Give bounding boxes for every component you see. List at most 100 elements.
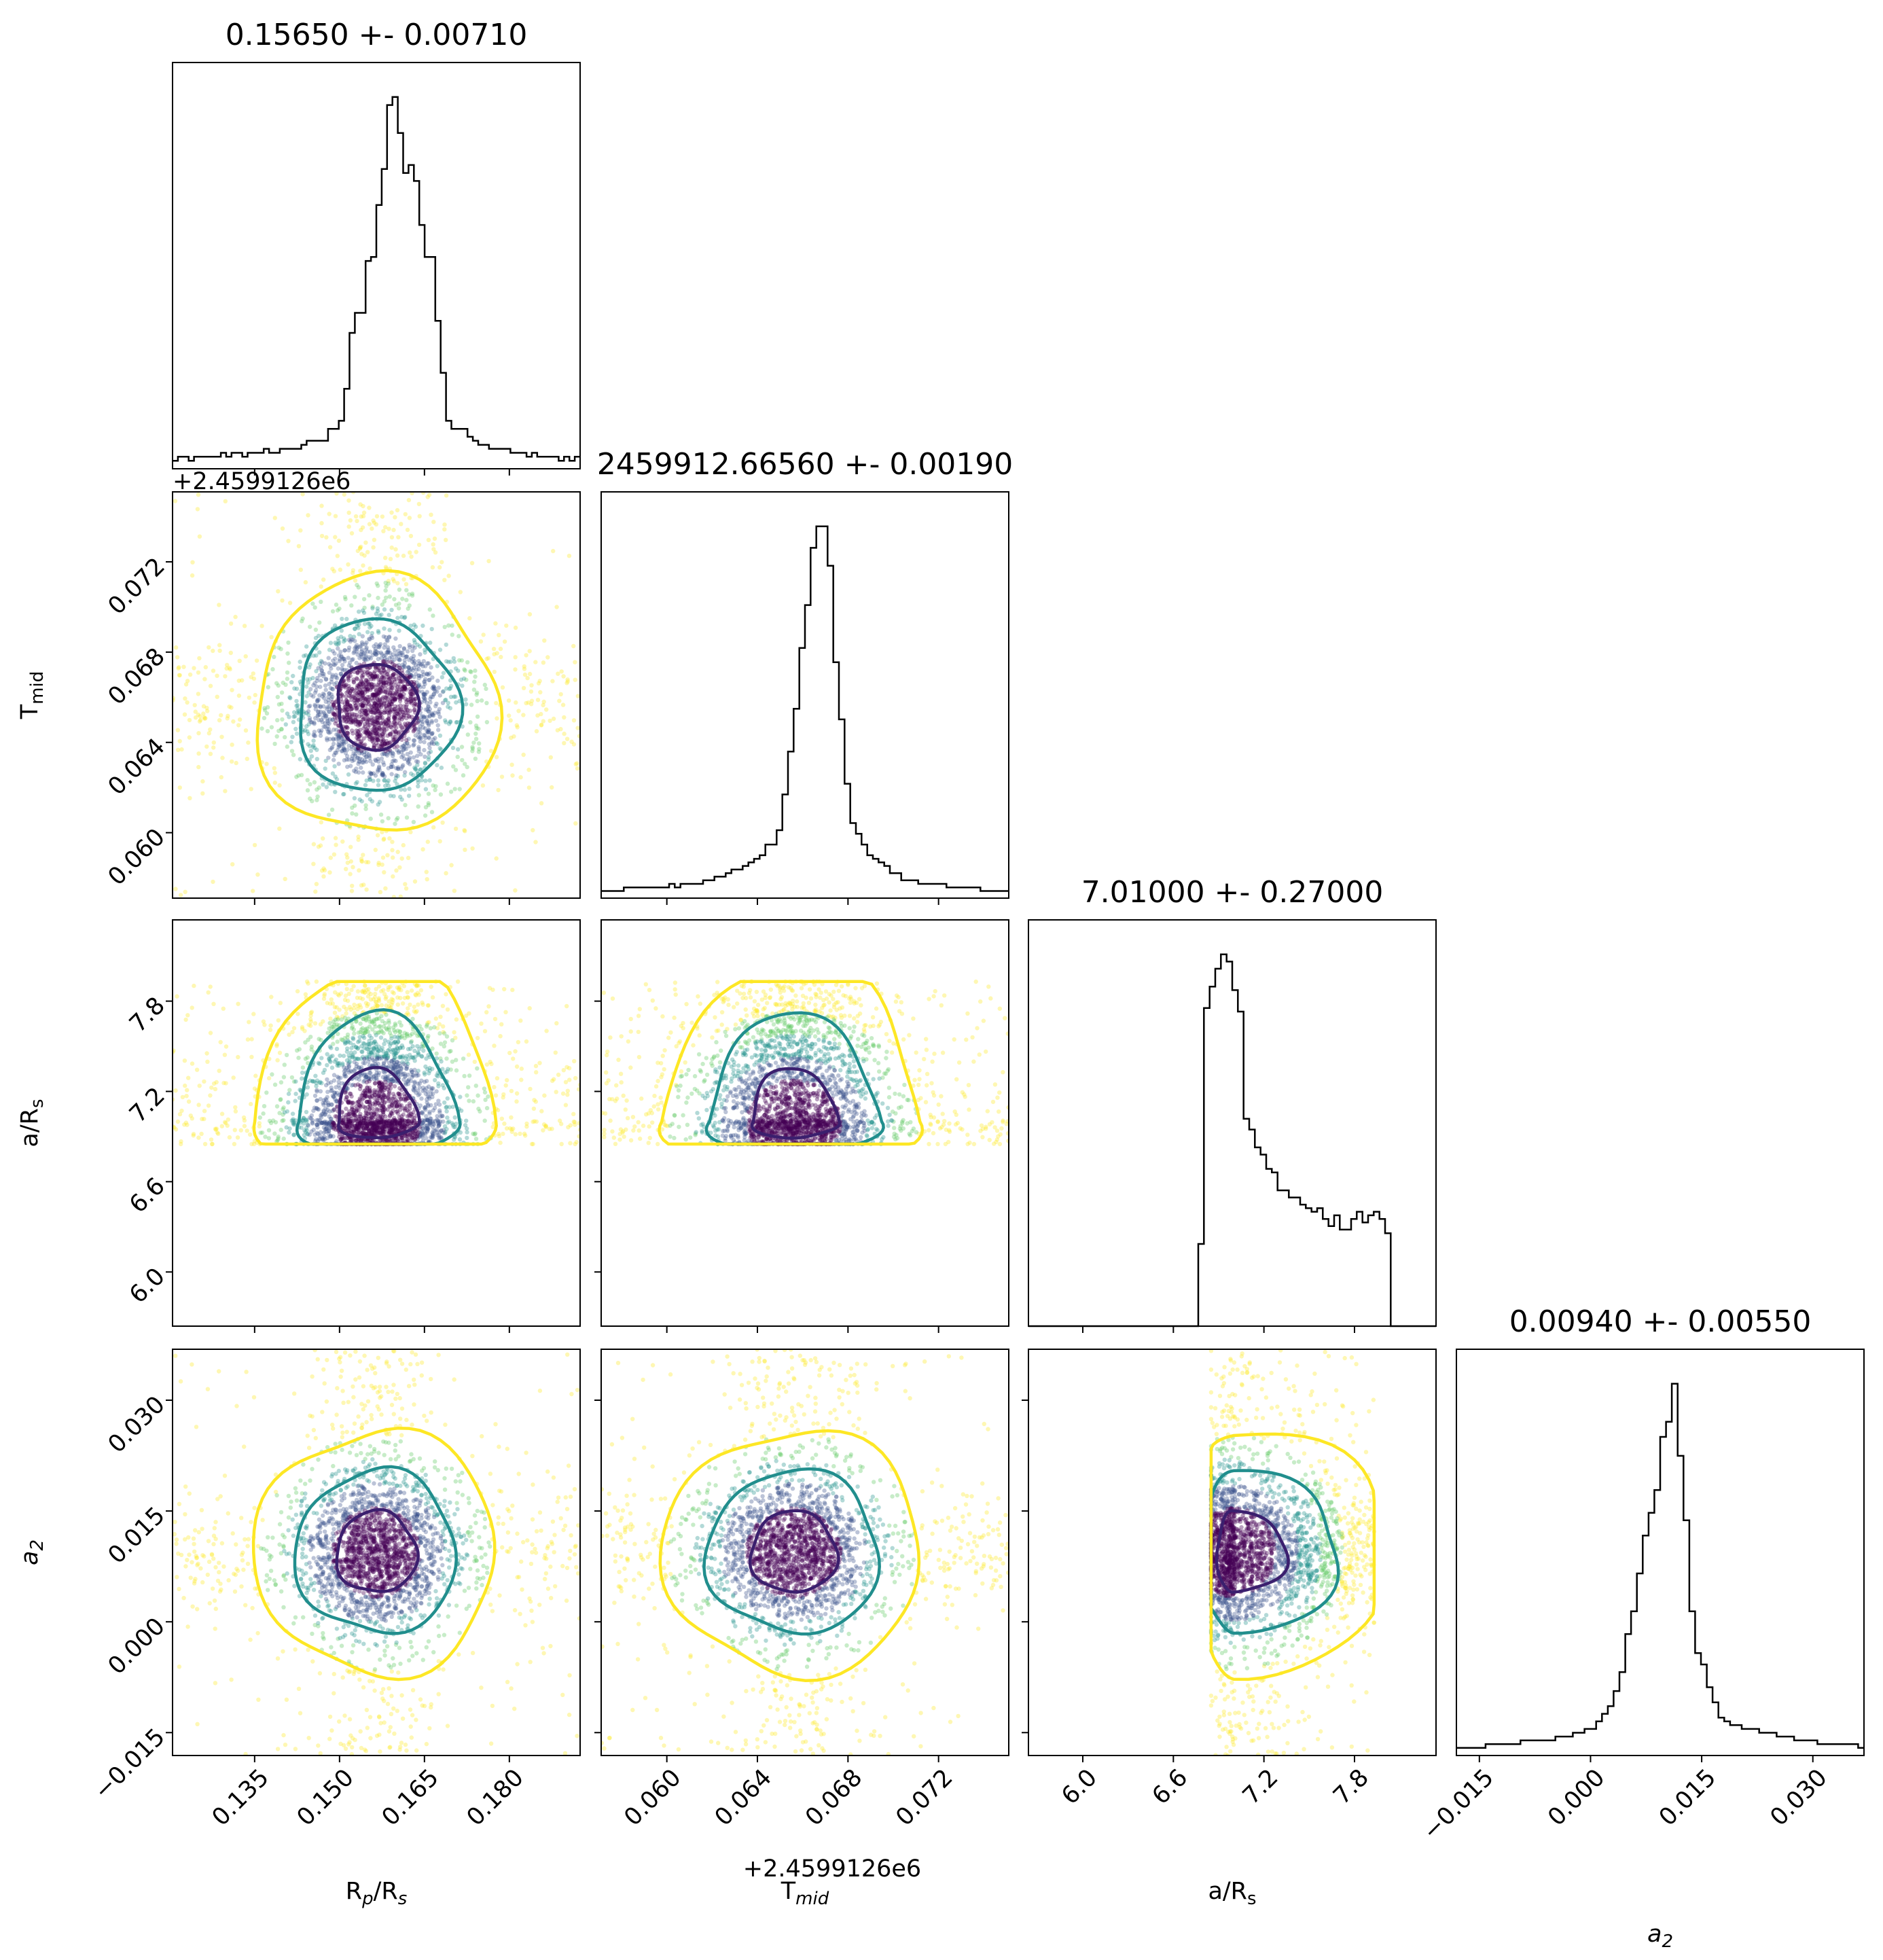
sample-point	[394, 1050, 399, 1056]
hist-panel-ars: 7.01000 +- 0.27000	[1028, 875, 1437, 1333]
sample-point	[423, 779, 428, 783]
sample-point	[462, 667, 467, 672]
sample-point	[323, 1126, 329, 1131]
sample-point	[509, 762, 514, 767]
sample-point	[299, 1125, 304, 1130]
sample-point	[395, 849, 400, 855]
sample-point	[316, 1131, 321, 1137]
sample-point	[380, 830, 384, 835]
sample-point	[509, 1115, 514, 1120]
sample-point	[360, 693, 365, 698]
sample-point	[398, 995, 403, 1001]
sample-point	[422, 715, 427, 719]
sample-point	[426, 1122, 431, 1127]
sample-point	[326, 727, 331, 732]
sample-point	[422, 747, 427, 753]
sample-point	[470, 749, 475, 753]
sample-point	[514, 1091, 520, 1096]
sample-point	[336, 1017, 340, 1022]
sample-point	[364, 1046, 369, 1052]
sample-point	[311, 842, 317, 847]
sample-point	[418, 767, 423, 772]
sample-point	[373, 1003, 378, 1008]
sample-point	[410, 1075, 414, 1080]
sample-point	[366, 986, 371, 992]
sample-point	[426, 755, 431, 760]
sample-point	[353, 703, 358, 709]
sample-point	[420, 1088, 425, 1093]
sample-point	[276, 1018, 281, 1023]
sample-point	[315, 1122, 320, 1127]
sample-point	[317, 785, 321, 790]
sample-point	[433, 688, 437, 694]
sample-point	[382, 698, 387, 703]
sample-point	[409, 673, 414, 678]
sample-point	[391, 874, 395, 879]
sample-point	[418, 1131, 423, 1137]
sample-point	[202, 1109, 207, 1113]
sample-point	[416, 1130, 421, 1135]
sample-point	[569, 739, 574, 745]
sample-point	[392, 1039, 397, 1045]
sample-point	[371, 1041, 376, 1046]
sample-point	[536, 681, 541, 685]
sample-point	[477, 741, 482, 746]
sample-point	[327, 1129, 331, 1134]
sample-point	[375, 1050, 380, 1055]
sample-point	[376, 704, 381, 709]
sample-point	[325, 1129, 329, 1134]
sample-point	[417, 1047, 422, 1052]
sample-point	[274, 1042, 279, 1047]
sample-point	[382, 656, 387, 661]
sample-point	[412, 638, 417, 643]
sample-point	[524, 1124, 529, 1129]
sample-point	[408, 550, 412, 555]
sample-point	[374, 1073, 378, 1077]
sample-point	[524, 653, 528, 658]
sample-point	[380, 1085, 384, 1090]
hist-title-rp: 0.15650 +- 0.00710	[226, 18, 528, 52]
sample-point	[342, 657, 347, 662]
sample-point	[431, 713, 436, 718]
sample-point	[410, 1133, 414, 1138]
sample-point	[356, 1039, 361, 1044]
sample-point	[380, 772, 386, 777]
sample-point	[431, 547, 436, 552]
sample-point	[541, 1128, 545, 1133]
sample-point	[173, 1048, 176, 1053]
sample-point	[393, 691, 398, 696]
sample-point	[365, 698, 370, 702]
sample-point	[357, 721, 362, 726]
sample-point	[343, 993, 348, 998]
histogram-ars	[1028, 953, 1436, 1328]
sample-point	[364, 701, 369, 706]
sample-point	[442, 1130, 448, 1136]
sample-point	[408, 674, 412, 679]
sample-point	[463, 829, 467, 834]
sample-point	[337, 729, 342, 734]
sample-point	[367, 682, 372, 687]
sample-point	[327, 545, 333, 550]
sample-point	[359, 690, 364, 695]
sample-point	[564, 1065, 569, 1070]
sample-point	[312, 704, 318, 709]
sample-point	[382, 642, 388, 647]
sample-point	[388, 749, 393, 754]
sample-point	[312, 690, 318, 695]
sample-point	[357, 1065, 361, 1070]
sample-point	[327, 691, 331, 696]
sample-point	[361, 770, 365, 775]
sample-point	[444, 1126, 449, 1132]
sample-point	[334, 842, 338, 847]
sample-point	[363, 806, 368, 811]
sample-point	[434, 741, 439, 745]
sample-point	[450, 1105, 455, 1109]
sample-point	[387, 656, 392, 660]
sample-point	[412, 726, 417, 731]
sample-point	[387, 1089, 392, 1094]
sample-point	[280, 526, 285, 531]
sample-point	[227, 705, 232, 709]
sample-point	[365, 1042, 370, 1048]
sample-point	[375, 694, 380, 698]
sample-point	[318, 730, 323, 735]
